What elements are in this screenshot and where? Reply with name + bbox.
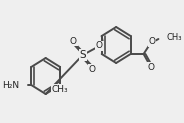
Text: O: O [148,38,155,46]
Text: CH₃: CH₃ [167,32,182,41]
Text: O: O [89,64,95,74]
Text: O: O [148,62,155,71]
Text: S: S [79,50,86,60]
Text: H₂N: H₂N [2,80,19,90]
Text: CH₃: CH₃ [52,85,68,94]
Text: O: O [70,37,77,46]
Text: O: O [96,41,103,51]
